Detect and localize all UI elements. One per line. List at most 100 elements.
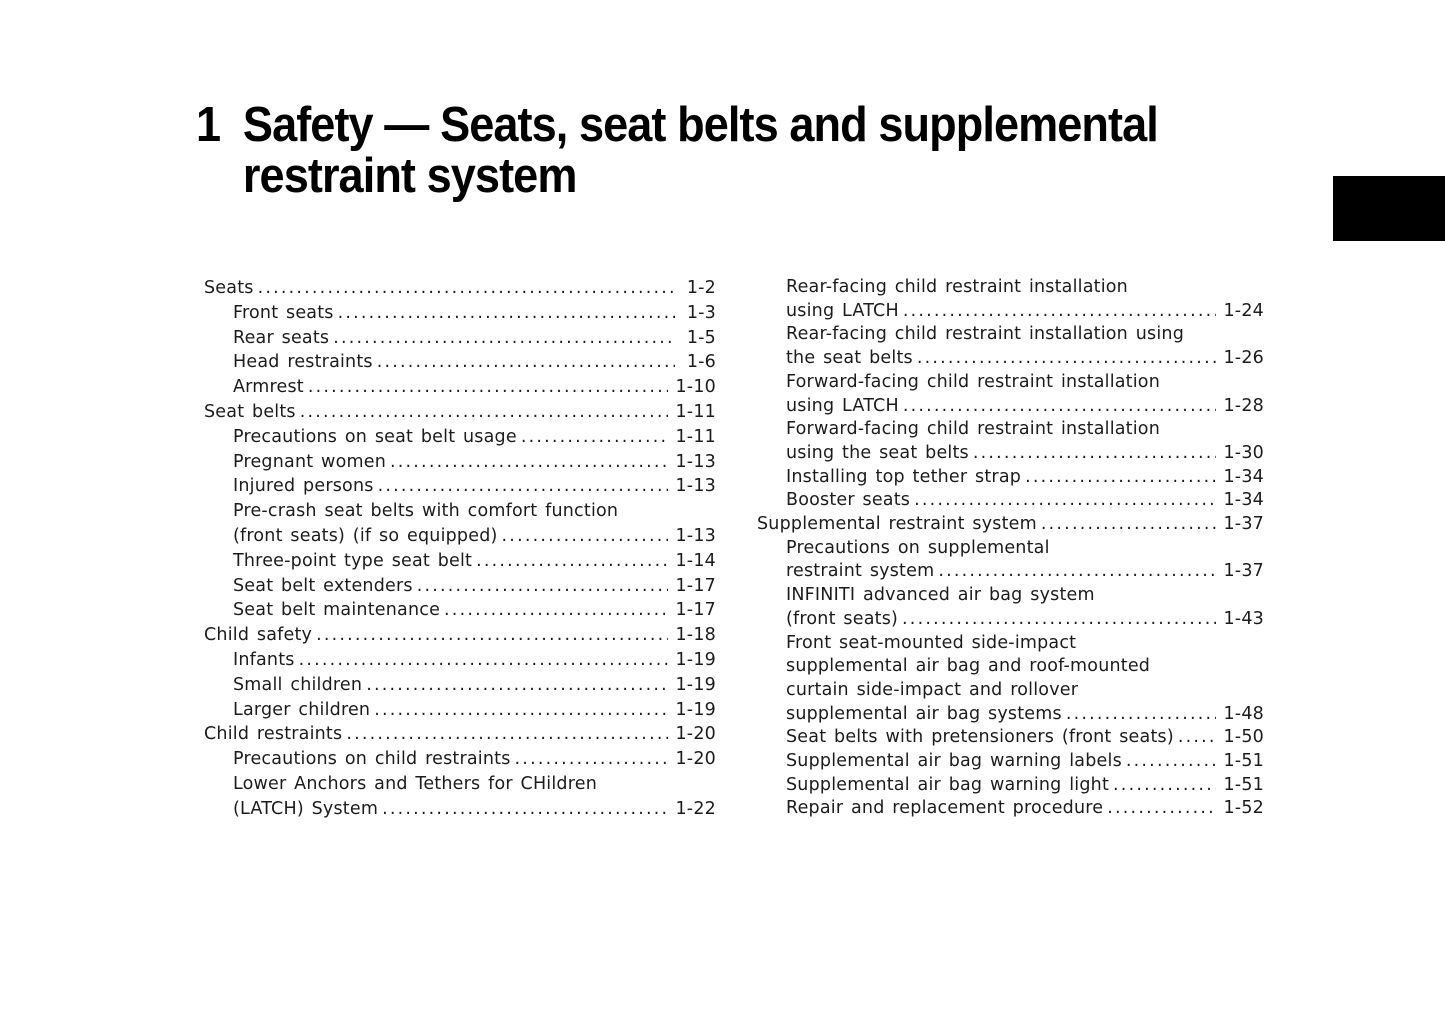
toc-entry: Larger children 1-19 — [204, 698, 716, 723]
toc-entry: Pre-crash seat belts with comfort functi… — [204, 499, 716, 549]
toc-page-number: 1-50 — [1223, 727, 1264, 748]
toc-page-number: 1-30 — [1223, 442, 1264, 463]
toc-entry-label: Installing top tether strap — [786, 466, 1022, 487]
toc-entry-last-line: (LATCH) System 1-22 — [233, 797, 716, 822]
toc-page-number: 1-17 — [675, 600, 716, 621]
toc-entry: Lower Anchors and Tethers for CHildren (L… — [204, 772, 716, 822]
toc-entry-last-line: Repair and replacement procedure 1-52 — [786, 797, 1264, 821]
toc-page-number: 1-19 — [675, 674, 716, 695]
toc-page-number: 1-52 — [1223, 798, 1264, 819]
dot-leader — [973, 442, 1217, 466]
toc-entry: Installing top tether strap 1-34 — [757, 466, 1264, 490]
toc-entry-last-line: Supplemental air bag warning labels 1-51 — [786, 750, 1264, 774]
toc-entry-last-line: Seat belt maintenance 1-17 — [233, 598, 716, 623]
dot-leader — [338, 301, 675, 326]
toc-entry: Forward-facing child restraint installat… — [757, 371, 1264, 418]
toc-entry-label: Pregnant women — [233, 451, 386, 472]
dot-leader — [346, 722, 668, 747]
toc-entry-label: Repair and replacement procedure — [786, 798, 1104, 819]
toc-entry-wrap-line: Pre-crash seat belts with comfort functi… — [233, 501, 619, 522]
toc-page-number: 1-3 — [686, 302, 716, 323]
toc-entry-last-line: Seat belt extenders 1-17 — [233, 574, 716, 599]
toc-entry-wrap-line: Forward-facing child restraint installat… — [786, 371, 1161, 392]
toc-entry: Supplemental air bag warning labels 1-51 — [757, 750, 1264, 774]
toc-entry-label: Three-point type seat belt — [233, 550, 473, 571]
toc-entry: Front seats 1-3 — [204, 301, 716, 326]
toc-page-number: 1-6 — [686, 352, 716, 373]
toc-entry-label: restraint system — [786, 561, 935, 582]
toc-entry-last-line: restraint system 1-37 — [786, 560, 1264, 584]
toc-entry-label: Seat belt extenders — [233, 575, 413, 596]
toc-entry-last-line: Rear seats 1-5 — [233, 326, 716, 351]
toc-page-number: 1-28 — [1223, 395, 1264, 416]
toc-entry-last-line: Larger children 1-19 — [233, 698, 716, 723]
toc-entry-label: Precautions on child restraints — [233, 749, 511, 770]
toc-entry-last-line: Infants 1-19 — [233, 648, 716, 673]
toc-entry-last-line: Head restraints 1-6 — [233, 350, 716, 375]
toc-entry: Small children 1-19 — [204, 673, 716, 698]
toc-page-number: 1-11 — [675, 401, 716, 422]
toc-entry: Infants 1-19 — [204, 648, 716, 673]
dot-leader — [521, 425, 669, 450]
toc-entry-last-line: Three-point type seat belt 1-14 — [233, 549, 716, 574]
toc-entry-last-line: Supplemental restraint system 1-37 — [757, 513, 1264, 537]
toc-entry: Rear-facing child restraint installation… — [757, 276, 1264, 323]
chapter-tab-marker — [1333, 176, 1445, 241]
toc-entry-last-line: Child restraints 1-20 — [204, 722, 716, 747]
toc-entry-label: using LATCH — [786, 300, 899, 321]
dot-leader — [1178, 726, 1217, 750]
toc-entry: Seat belt extenders 1-17 — [204, 574, 716, 599]
toc-page-number: 1-17 — [675, 575, 716, 596]
toc-entry-last-line: Seats 1-2 — [204, 276, 716, 301]
toc-entry: Precautions on seat belt usage 1-11 — [204, 425, 716, 450]
toc-entry: Armrest 1-10 — [204, 375, 716, 400]
dot-leader — [374, 698, 668, 723]
dot-leader — [902, 608, 1216, 632]
dot-leader — [444, 598, 668, 623]
toc-entry-label: Rear seats — [233, 327, 330, 348]
toc-entry-last-line: Seat belts 1-11 — [204, 400, 716, 425]
toc-entry: INFINITI advanced air bag system (front s… — [757, 584, 1264, 631]
toc-entry-label: Larger children — [233, 699, 371, 720]
dot-leader — [316, 623, 668, 648]
toc-entry-last-line: the seat belts 1-26 — [786, 347, 1264, 371]
dot-leader — [917, 347, 1217, 371]
toc-entry-label: Child restraints — [204, 724, 343, 745]
toc-entry: Three-point type seat belt 1-14 — [204, 549, 716, 574]
toc-page-number: 1-2 — [686, 278, 716, 298]
toc-page-number: 1-51 — [1223, 751, 1264, 772]
toc-page-number: 1-13 — [675, 476, 716, 497]
toc-page-number: 1-22 — [675, 798, 716, 819]
dot-leader — [417, 574, 669, 599]
toc-page-number: 1-34 — [1223, 466, 1264, 487]
toc-entry-label: Child safety — [204, 625, 313, 646]
toc-page-number: 1-10 — [675, 377, 716, 398]
toc-entry-last-line: Supplemental air bag warning light 1-51 — [786, 774, 1264, 798]
dot-leader — [390, 450, 668, 475]
dot-leader — [1126, 750, 1217, 774]
toc-entry-label: Injured persons — [233, 476, 374, 497]
dot-leader — [333, 326, 675, 351]
toc-entry-wrap-line: Lower Anchors and Tethers for CHildren — [233, 773, 598, 794]
toc-entry-label: (front seats) (if so equipped) — [233, 525, 498, 546]
toc-entry-last-line: Seat belts with pretensioners (front sea… — [786, 726, 1264, 750]
toc-entry-last-line: Precautions on seat belt usage 1-11 — [233, 425, 716, 450]
toc-page-number: 1-20 — [675, 724, 716, 745]
toc-page-number: 1-20 — [675, 749, 716, 770]
dot-leader — [903, 395, 1217, 419]
toc-entry-wrap-line: Front seat-mounted side-impact — [786, 632, 1077, 653]
toc-page-number: 1-37 — [1223, 561, 1264, 582]
toc-page-number: 1-14 — [675, 550, 716, 571]
toc-entry-wrap-line: INFINITI advanced air bag system — [786, 585, 1095, 606]
dot-leader — [378, 474, 669, 499]
toc-entry-last-line: using LATCH 1-28 — [786, 395, 1264, 419]
toc-entry-label: supplemental air bag systems — [786, 703, 1062, 724]
dot-leader — [903, 300, 1217, 324]
toc-entry-label: the seat belts — [786, 348, 913, 369]
dot-leader — [377, 350, 675, 375]
dot-leader — [366, 673, 668, 698]
toc-entry-last-line: Precautions on child restraints 1-20 — [233, 747, 716, 772]
toc-entry-last-line: Booster seats 1-34 — [786, 489, 1264, 513]
toc-entry-wrap-line: curtain side-impact and rollover — [786, 679, 1079, 700]
